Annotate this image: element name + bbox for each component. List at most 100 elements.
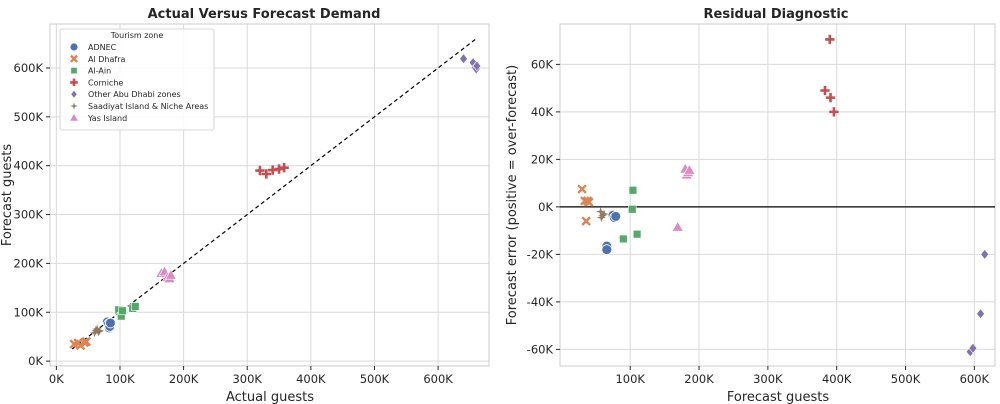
x-tick-label: 600K [423,372,453,386]
data-point [261,169,271,179]
y-tick-label: 0K [538,200,553,214]
series-corniche [255,162,289,179]
legend-item-yas-island: Yas Island [69,112,127,123]
series-adnec [101,316,116,334]
data-point [632,229,642,239]
x-tick-label: 200K [684,372,714,386]
data-point [94,326,105,336]
x-tick-label: 300K [753,372,783,386]
legend-label: Yas Island [87,114,127,123]
y-tick-label: 20K [531,152,554,166]
data-point [596,212,606,223]
data-point [93,327,104,337]
data-point [628,186,638,195]
legend-marker [70,67,78,75]
data-point [597,210,608,220]
legend-marker [69,42,79,52]
data-point [976,308,985,320]
data-point [683,163,696,175]
data-point [131,302,140,311]
y-axis-label: Forecast error (positive = over-forecast… [505,65,520,325]
data-point [274,164,284,174]
data-point [105,317,116,329]
legend-marker [69,112,79,122]
y-tick-label: 300K [14,208,44,222]
data-point [472,60,482,72]
x-tick-label: 300K [232,372,262,386]
x-tick-label: 500K [360,372,390,386]
data-point [628,205,637,214]
data-point [980,248,990,260]
y-tick-label: 400K [14,159,44,173]
legend-marker [70,89,78,99]
data-point [825,34,835,45]
plot-frame [49,23,490,367]
data-point [164,269,177,280]
data-point [279,162,289,173]
y-tick-label: 60K [531,57,554,71]
legend-item-other-abu-dhabi-zones: Other Abu Dhabi zones [70,89,181,99]
x-tick-label: 100K [615,372,645,386]
legend-box [59,28,215,131]
data-point [89,328,100,338]
chart-title: Actual Versus Forecast Demand [148,7,381,22]
legend-label: Other Abu Dhabi zones [88,90,181,99]
legend-item-al-ain: Al-Ain [70,67,111,76]
legend-marker [70,102,78,110]
legend-label: Al Dhafra [88,55,125,64]
y-tick-label: -60K [527,342,554,356]
x-tick-label: 200K [169,372,199,386]
data-point [81,336,92,347]
series-al-ain [619,186,642,244]
legend-marker [70,78,78,87]
series-al-dhafra [69,336,92,351]
legend-title: Tourism zone [110,31,164,40]
y-tick-label: 100K [14,305,44,319]
series-al-ain [114,302,140,321]
actual-vs-forecast-chart: Actual Versus Forecast Demand 0K 100K 200K… [0,7,490,404]
data-point [610,211,622,222]
legend-item-adnec: ADNEC [69,42,117,52]
data-point [118,306,127,315]
series-yas-island [155,265,177,283]
legend-label: Saadiyat Island & Niche Areas [88,102,208,111]
series-saadiyat-island-niche-areas [595,206,609,223]
y-tick-label: 200K [14,256,44,270]
plot-background [560,24,995,366]
chart-title: Residual Diagnostic [704,7,849,22]
data-point [671,220,684,232]
data-point [601,244,613,255]
legend-item-corniche: Corniche [70,78,123,87]
residual-diagnostic-chart: Residual Diagnostic 100K 200K 300K 400K 500K… [505,7,996,404]
y-tick-label: -20K [527,247,554,261]
series-adnec [601,209,622,255]
data-point [255,165,265,176]
data-point [91,325,101,336]
legend-item-al-dhafra: Al Dhafra [70,54,125,64]
series-other-abu-dhabi-zones [965,248,990,358]
y-tick-label: -40K [527,295,554,309]
data-point [599,209,609,219]
data-point [92,324,102,334]
data-point [584,197,594,207]
x-tick-label: 600K [960,372,990,386]
legend-marker [70,54,78,63]
data-point [595,206,606,217]
data-point [619,234,628,244]
identity-line [71,38,477,350]
legend-label: Corniche [88,78,123,87]
x-axis-label: Actual guests [226,390,314,404]
x-tick-label: 500K [891,372,921,386]
data-point [820,85,830,96]
x-tick-label: 100K [105,372,135,386]
x-tick-label: 0K [49,372,64,386]
x-tick-label: 400K [822,372,852,386]
series-yas-island [671,162,696,232]
y-tick-label: 500K [14,110,44,124]
data-point [577,184,587,194]
series-other-abu-dhabi-zones [459,53,482,75]
data-point [581,216,591,226]
legend-item-saadiyat-island-niche-areas: Saadiyat Island & Niche Areas [70,102,208,111]
data-point [968,342,978,354]
